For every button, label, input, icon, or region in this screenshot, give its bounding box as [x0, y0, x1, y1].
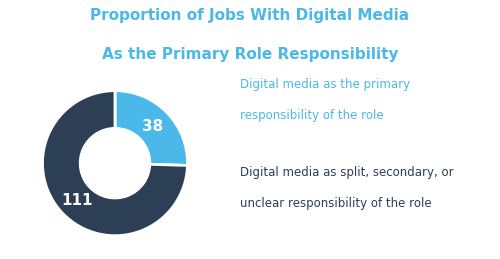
Text: responsibility of the role: responsibility of the role	[240, 109, 384, 122]
Text: As the Primary Role Responsibility: As the Primary Role Responsibility	[102, 47, 398, 62]
Wedge shape	[42, 91, 188, 236]
Text: Proportion of Jobs With Digital Media: Proportion of Jobs With Digital Media	[90, 8, 409, 23]
Wedge shape	[115, 91, 188, 166]
Text: Digital media as split, secondary, or: Digital media as split, secondary, or	[240, 166, 454, 179]
Text: 38: 38	[142, 119, 164, 134]
Text: unclear responsibility of the role: unclear responsibility of the role	[240, 197, 432, 210]
Text: Digital media as the primary: Digital media as the primary	[240, 78, 410, 91]
Text: 111: 111	[61, 192, 92, 207]
